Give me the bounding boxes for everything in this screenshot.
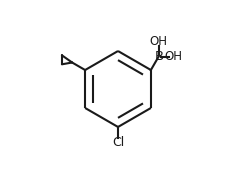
Text: B: B bbox=[154, 50, 163, 63]
Text: Cl: Cl bbox=[112, 136, 124, 149]
Text: OH: OH bbox=[165, 50, 183, 63]
Text: OH: OH bbox=[150, 35, 168, 48]
